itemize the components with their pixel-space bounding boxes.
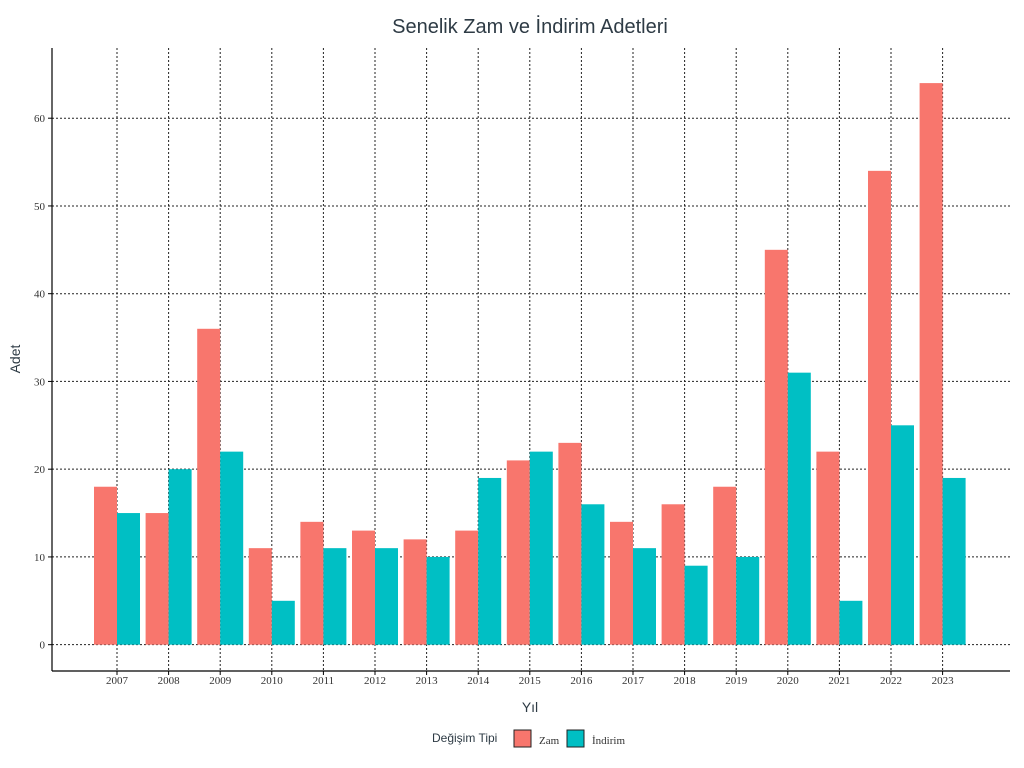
- bar-indirim-2007: [117, 513, 140, 645]
- x-tick-label: 2021: [828, 675, 850, 687]
- x-tick-label: 2020: [777, 675, 800, 687]
- bar-zam-2010: [248, 548, 272, 645]
- bar-indirim-2015: [529, 451, 553, 645]
- bar-indirim-2008: [168, 469, 192, 645]
- x-tick-label: 2023: [932, 675, 955, 687]
- bar-zam-2023: [919, 83, 943, 645]
- axes: [48, 48, 1010, 675]
- bar-zam-2012: [352, 530, 375, 645]
- x-tick-label: 2012: [364, 675, 386, 687]
- bar-indirim-2018: [684, 565, 708, 645]
- x-tick-label: 2011: [313, 675, 335, 687]
- x-tick-label: 2014: [467, 675, 490, 687]
- y-tick-label: 60: [34, 113, 46, 125]
- legend-swatch: [513, 729, 532, 748]
- legend-label: İndirim: [592, 735, 625, 747]
- y-tick-label: 30: [34, 376, 46, 388]
- y-tick-label: 0: [40, 640, 46, 652]
- bar-indirim-2016: [581, 504, 605, 645]
- bar-zam-2015: [506, 460, 530, 645]
- bar-indirim-2023: [942, 477, 966, 645]
- y-tick-label: 40: [34, 289, 46, 301]
- x-tick-label: 2015: [519, 675, 542, 687]
- bar-zam-2022: [868, 170, 891, 645]
- x-tick-label: 2010: [261, 675, 284, 687]
- x-tick-label: 2016: [570, 675, 593, 687]
- bar-zam-2021: [816, 451, 840, 645]
- y-axis-title: Adet: [7, 344, 23, 373]
- legend: Değişim Tipi Zam İndirim: [432, 729, 625, 748]
- bar-indirim-2011: [323, 548, 347, 645]
- bar-indirim-2022: [891, 425, 914, 645]
- legend-title: Değişim Tipi: [432, 731, 497, 745]
- bar-indirim-2021: [839, 600, 863, 645]
- chart-title: Senelik Zam ve İndirim Adetleri: [392, 15, 668, 38]
- x-tick-label: 2013: [416, 675, 439, 687]
- bar-indirim-2019: [736, 556, 760, 645]
- y-tick-label: 10: [34, 552, 46, 564]
- bar-zam-2013: [403, 539, 427, 645]
- bar-indirim-2012: [375, 548, 398, 645]
- bar-indirim-2013: [426, 556, 450, 645]
- x-tick-label: 2019: [725, 675, 748, 687]
- legend-label: Zam: [539, 735, 560, 747]
- x-tick-label: 2022: [880, 675, 902, 687]
- x-tick-label: 2007: [106, 675, 129, 687]
- y-tick-label: 20: [34, 464, 46, 476]
- bar-indirim-2020: [787, 372, 811, 645]
- bar-zam-2016: [558, 442, 582, 645]
- bar-indirim-2010: [271, 600, 295, 645]
- bar-indirim-2009: [220, 451, 244, 645]
- bar-zam-2018: [661, 504, 685, 645]
- x-tick-label: 2017: [622, 675, 645, 687]
- bar-zam-2011: [300, 521, 324, 645]
- bar-zam-2020: [764, 249, 788, 645]
- bar-indirim-2014: [478, 477, 502, 645]
- x-axis-title: Yıl: [522, 699, 538, 715]
- x-tick-label: 2009: [209, 675, 232, 687]
- bar-zam-2017: [610, 521, 633, 645]
- y-tick-label: 50: [34, 201, 46, 213]
- x-tick-label: 2018: [674, 675, 697, 687]
- x-tick-label: 2008: [158, 675, 181, 687]
- bar-indirim-2017: [633, 548, 656, 645]
- bar-zam-2014: [455, 530, 479, 645]
- bar-zam-2009: [197, 328, 221, 645]
- bar-zam-2007: [94, 486, 117, 645]
- bars: [94, 83, 966, 645]
- legend-swatch: [566, 729, 585, 748]
- legend-items: Zam İndirim: [513, 729, 625, 748]
- tick-labels: 0 10 20 30 40 50 60 2007 2008 2009 2010 2011 2012 201…: [34, 113, 954, 687]
- bar-zam-2008: [145, 513, 169, 645]
- bar-zam-2019: [713, 486, 737, 645]
